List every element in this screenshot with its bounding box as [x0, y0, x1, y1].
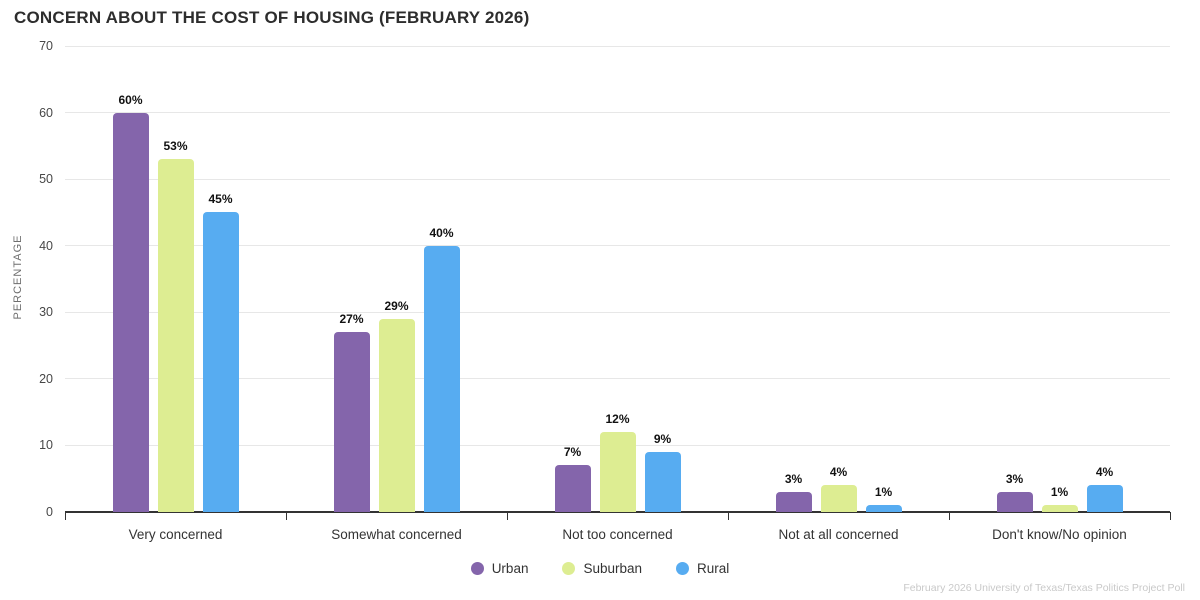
- bar-value-label: 1%: [1050, 485, 1069, 500]
- y-axis-title: PERCENTAGE: [12, 234, 24, 320]
- bar-value-label: 27%: [339, 312, 364, 327]
- bar-rural: [423, 245, 460, 512]
- bar-urban: [554, 465, 591, 512]
- x-category-label: Not at all concerned: [778, 527, 899, 542]
- bar-value-label: 1%: [874, 485, 893, 500]
- bar-suburban: [157, 159, 194, 512]
- bar-value-label: 3%: [784, 472, 803, 487]
- legend: Urban Suburban Rural: [0, 561, 1200, 576]
- x-axis-tick: [286, 512, 287, 520]
- bar-suburban: [1041, 505, 1078, 512]
- bar-suburban: [599, 432, 636, 512]
- bar-value-label: 60%: [118, 92, 143, 107]
- y-tick-label: 10: [39, 438, 53, 453]
- bar-value-label: 3%: [1005, 472, 1024, 487]
- legend-item-rural: Rural: [676, 561, 729, 576]
- legend-item-suburban: Suburban: [562, 561, 642, 576]
- gridline: [65, 112, 1170, 114]
- gridline: [65, 245, 1170, 247]
- y-tick-label: 40: [39, 238, 53, 253]
- x-category-label: Not too concerned: [562, 527, 673, 542]
- y-tick-label: 0: [46, 505, 53, 519]
- gridline: [65, 378, 1170, 380]
- x-axis-tick: [728, 512, 729, 520]
- x-axis-tick: [507, 512, 508, 520]
- bar-value-label: 12%: [605, 412, 630, 427]
- x-category-label: Very concerned: [128, 527, 223, 542]
- bar-urban: [112, 112, 149, 512]
- gridline: [65, 45, 1170, 47]
- bar-rural: [1086, 485, 1123, 512]
- bar-urban: [775, 492, 812, 512]
- bar-rural: [644, 452, 681, 512]
- legend-swatch-suburban: [562, 562, 576, 575]
- chart-title: CONCERN ABOUT THE COST OF HOUSING (FEBRU…: [14, 8, 530, 27]
- x-axis-line: [65, 511, 1170, 513]
- y-tick-label: 50: [39, 172, 53, 187]
- legend-item-urban: Urban: [470, 561, 529, 576]
- bar-value-label: 7%: [563, 445, 582, 460]
- x-axis-tick: [65, 512, 66, 520]
- bar-value-label: 9%: [653, 432, 672, 447]
- legend-swatch-rural: [676, 562, 690, 575]
- gridline: [65, 311, 1170, 313]
- bar-value-label: 40%: [429, 225, 454, 240]
- bar-value-label: 45%: [208, 192, 233, 207]
- source-note: February 2026 University of Texas/Texas …: [903, 582, 1185, 594]
- y-tick-label: 20: [39, 371, 53, 386]
- y-tick-label: 70: [39, 39, 53, 53]
- bar-rural: [865, 505, 902, 512]
- gridline: [65, 178, 1170, 180]
- legend-label: Rural: [697, 561, 730, 576]
- legend-swatch-urban: [470, 562, 484, 575]
- bar-value-label: 4%: [1095, 465, 1114, 480]
- bar-suburban: [820, 485, 857, 512]
- x-category-label: Don't know/No opinion: [992, 527, 1127, 542]
- y-tick-label: 60: [39, 105, 53, 120]
- x-axis-tick: [949, 512, 950, 520]
- bar-value-label: 4%: [829, 465, 848, 480]
- legend-label: Urban: [491, 561, 529, 576]
- bar-urban: [996, 492, 1033, 512]
- x-axis-tick: [1170, 512, 1171, 520]
- bar-value-label: 53%: [163, 139, 188, 154]
- legend-label: Suburban: [583, 561, 643, 576]
- bar-rural: [202, 212, 239, 512]
- bar-suburban: [378, 318, 415, 512]
- x-category-label: Somewhat concerned: [331, 527, 462, 542]
- bar-value-label: 29%: [384, 298, 409, 313]
- y-tick-label: 30: [39, 305, 53, 320]
- bar-urban: [333, 332, 370, 512]
